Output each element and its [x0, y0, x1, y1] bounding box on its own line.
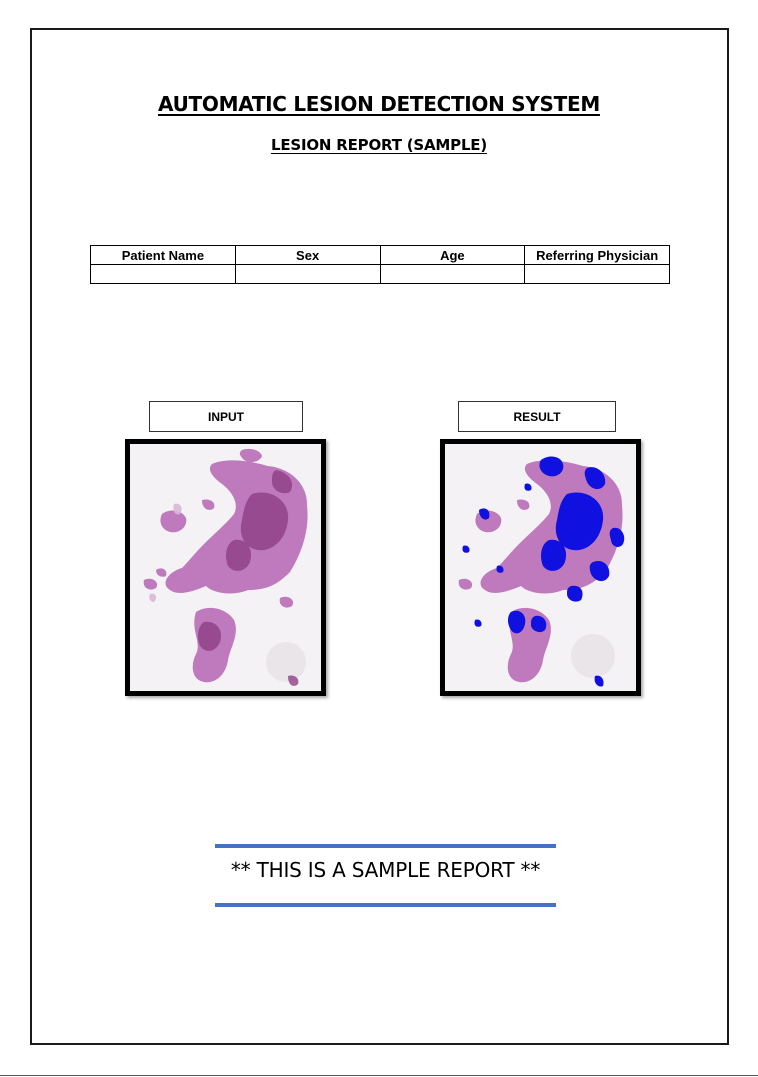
patient-table-header-row: Patient Name Sex Age Referring Physician [90, 245, 670, 265]
value-sex[interactable] [234, 264, 381, 284]
report-title: AUTOMATIC LESION DETECTION SYSTEM [158, 92, 600, 116]
input-label: INPUT [149, 401, 303, 432]
page-border [30, 28, 729, 1045]
result-label: RESULT [458, 401, 616, 432]
result-slide-image [440, 439, 641, 696]
value-patient-name[interactable] [90, 264, 236, 284]
input-slide-image [125, 439, 326, 696]
page-bottom-rule [0, 1075, 758, 1076]
patient-info-table: Patient Name Sex Age Referring Physician [90, 245, 670, 284]
value-referring-physician[interactable] [524, 264, 670, 284]
notice-top-rule [215, 844, 556, 848]
notice-bottom-rule [215, 903, 556, 907]
report-subtitle: LESION REPORT (SAMPLE) [270, 136, 488, 154]
header-referring-physician: Referring Physician [524, 245, 670, 265]
result-tissue-graphic [445, 444, 636, 691]
input-tissue-graphic [130, 444, 321, 691]
value-age[interactable] [379, 264, 526, 284]
patient-table-value-row [90, 264, 670, 284]
header-sex: Sex [234, 245, 381, 265]
sample-report-notice: ** THIS IS A SAMPLE REPORT ** [230, 858, 541, 882]
header-patient-name: Patient Name [90, 245, 236, 265]
header-age: Age [379, 245, 526, 265]
